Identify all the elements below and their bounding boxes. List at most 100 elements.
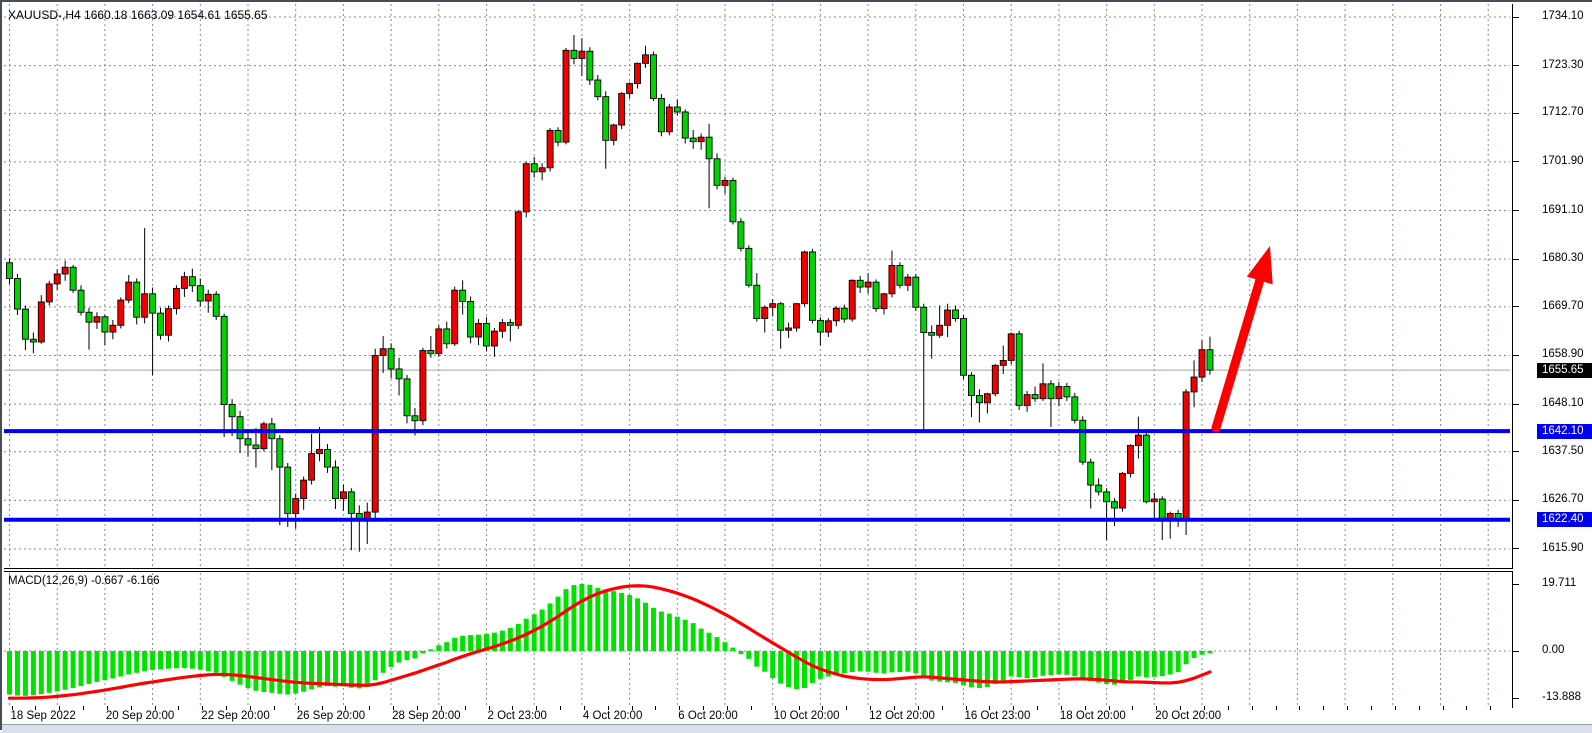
time-axis-tick: [345, 706, 347, 710]
time-axis-tick: [393, 706, 395, 710]
macd-axis-label: -13.888: [1542, 691, 1582, 704]
level-price-label: 1642.10: [1537, 423, 1592, 439]
candlestick-chart-canvas[interactable]: [4, 4, 1511, 567]
time-axis-tick: [464, 706, 466, 710]
time-axis-tick: [727, 706, 728, 710]
time-axis-tick: [512, 706, 514, 710]
time-axis-tick: [11, 706, 13, 710]
time-axis-tick: [1108, 706, 1110, 710]
price-chart-panel[interactable]: XAUUSD-,H4 1660.18 1663.09 1654.61 1655.…: [4, 4, 1513, 569]
price-axis-tick: [1513, 258, 1519, 260]
price-tick-label: 1680.30: [1542, 252, 1584, 265]
time-axis-tick: [965, 706, 967, 710]
price-axis[interactable]: 1734.10 1723.30 1712.70 1701.90 1691.10 1680.…: [1513, 2, 1592, 724]
time-tick-label: 4 Oct 20:00: [582, 710, 643, 722]
time-axis-tick: [369, 706, 371, 710]
time-tick-label: 6 Oct 20:00: [678, 710, 738, 722]
time-axis-tick: [1227, 706, 1229, 710]
price-tick-label: 1637.50: [1542, 444, 1584, 457]
time-axis-tick: [917, 706, 919, 710]
time-axis-tick: [488, 706, 490, 710]
level-price-label: 1622.40: [1537, 512, 1592, 528]
time-axis-tick: [1251, 706, 1253, 710]
time-axis-tick: [1323, 706, 1325, 710]
time-axis-tick: [106, 706, 108, 710]
time-axis-tick: [1418, 706, 1420, 710]
time-axis-tick: [1180, 706, 1182, 710]
time-tick-label: 26 Sep 20:00: [296, 710, 366, 722]
time-axis-tick: [1084, 706, 1086, 710]
bid-price-label: 1655.65: [1537, 362, 1592, 378]
time-axis-tick: [631, 706, 633, 710]
time-axis-tick: [250, 706, 251, 710]
price-axis-tick: [1513, 210, 1519, 212]
time-tick-label: 22 Sep 20:00: [201, 710, 270, 722]
price-tick-label: 1712.70: [1542, 106, 1584, 119]
time-axis-tick: [679, 706, 681, 710]
macd-indicator-label: MACD(12,26,9) -0.667 -6.166: [8, 575, 160, 587]
time-axis-tick: [1013, 706, 1015, 710]
time-axis-tick: [1156, 706, 1158, 710]
time-tick-label: 10 Oct 20:00: [773, 710, 840, 722]
price-tick-label: 1626.70: [1542, 493, 1584, 506]
time-tick-label: 16 Oct 23:00: [964, 710, 1031, 722]
time-axis-tick: [870, 706, 872, 710]
time-axis-tick: [1490, 706, 1492, 710]
macd-axis-label: 19.711: [1542, 577, 1577, 589]
time-tick-label: 18 Sep 2022: [10, 710, 76, 722]
window-bottom-edge: [2, 724, 1592, 733]
time-axis-tick: [655, 706, 657, 710]
time-axis-tick: [750, 706, 752, 710]
time-axis[interactable]: 18 Sep 2022 20 Sep 20:00 22 Sep 20:00 26 Se…: [4, 706, 1512, 724]
price-axis-tick: [1513, 548, 1519, 550]
time-axis-tick: [130, 706, 132, 710]
time-tick-label: 20 Sep 20:00: [105, 710, 175, 722]
time-tick-label: 2 Oct 23:00: [487, 710, 547, 722]
macd-axis-tick: [1513, 583, 1519, 585]
time-axis-tick: [893, 706, 895, 710]
time-axis-tick: [59, 706, 61, 710]
macd-axis-tick: [1513, 650, 1519, 652]
time-axis-tick: [1370, 706, 1372, 710]
price-axis-tick: [1513, 354, 1519, 356]
time-axis-tick: [798, 706, 800, 710]
price-tick-label: 1669.70: [1542, 299, 1584, 312]
time-axis-tick: [1347, 706, 1349, 710]
time-axis-tick: [1442, 706, 1444, 710]
price-axis-tick: [1513, 16, 1519, 18]
time-axis-tick: [178, 706, 180, 710]
time-tick-label: 18 Oct 20:00: [1059, 710, 1126, 722]
time-axis-tick: [1299, 706, 1301, 710]
time-axis-tick: [607, 706, 609, 710]
time-axis-tick: [846, 706, 848, 710]
price-axis-tick: [1513, 306, 1519, 308]
price-axis-tick: [1513, 161, 1519, 163]
macd-chart-canvas[interactable]: [4, 573, 1511, 706]
macd-panel[interactable]: MACD(12,26,9) -0.667 -6.166: [4, 571, 1513, 708]
macd-axis-label: 0.00: [1542, 644, 1565, 656]
time-axis-tick: [560, 706, 562, 710]
price-tick-label: 1734.10: [1542, 10, 1584, 22]
price-axis-tick: [1513, 403, 1519, 405]
time-axis-tick: [583, 706, 585, 710]
time-axis-tick: [83, 706, 85, 710]
time-axis-tick: [202, 706, 204, 710]
time-axis-tick: [1204, 706, 1205, 710]
time-axis-tick: [774, 706, 776, 710]
time-axis-tick: [35, 706, 37, 710]
price-axis-tick: [1513, 112, 1519, 114]
time-axis-tick: [1466, 706, 1468, 710]
price-tick-label: 1658.90: [1542, 348, 1584, 361]
time-axis-tick: [297, 706, 299, 710]
time-axis-tick: [536, 706, 538, 710]
time-axis-tick: [1037, 706, 1039, 710]
time-axis-tick: [273, 706, 275, 710]
price-axis-tick: [1513, 451, 1519, 453]
time-tick-label: 12 Oct 20:00: [869, 710, 935, 722]
symbol-title: XAUUSD-,H4 1660.18 1663.09 1654.61 1655.…: [8, 8, 268, 22]
time-axis-tick: [822, 706, 824, 710]
time-axis-tick: [1394, 706, 1396, 710]
time-axis-tick: [440, 706, 442, 710]
macd-axis-tick: [1513, 697, 1519, 699]
price-tick-label: 1701.90: [1542, 154, 1584, 167]
